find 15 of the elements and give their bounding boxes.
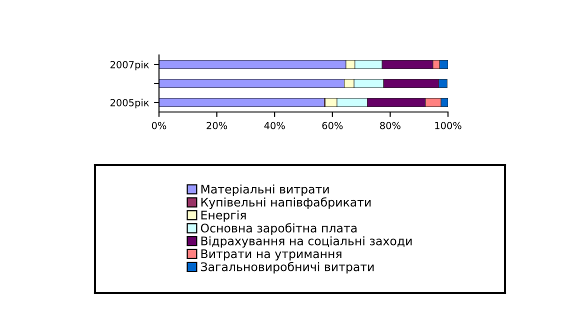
x-tick-label: 80% <box>380 122 400 130</box>
legend-label: Енергія <box>201 210 246 222</box>
legend-label: Основна заробітна плата <box>200 223 357 235</box>
x-tick-label: 0% <box>152 122 166 130</box>
legend-label: Витрати на утримання <box>201 249 342 260</box>
x-tick-label: 100% <box>435 122 462 130</box>
x-tick-label: 20% <box>206 122 228 130</box>
x-tick-label: 40% <box>264 122 285 130</box>
x-tick-label: 60% <box>322 122 343 130</box>
legend-label: Купівельні напівфабрикати <box>201 197 371 209</box>
legend-label: Матеріальні витрати <box>201 184 329 196</box>
y-tick-label: 2007рік <box>110 60 149 70</box>
legend-label: Загальновиробничі витрати <box>201 262 374 274</box>
legend-label: Відрахування на соціальні заходи <box>201 236 412 248</box>
y-tick-label: 2005рік <box>110 98 149 108</box>
